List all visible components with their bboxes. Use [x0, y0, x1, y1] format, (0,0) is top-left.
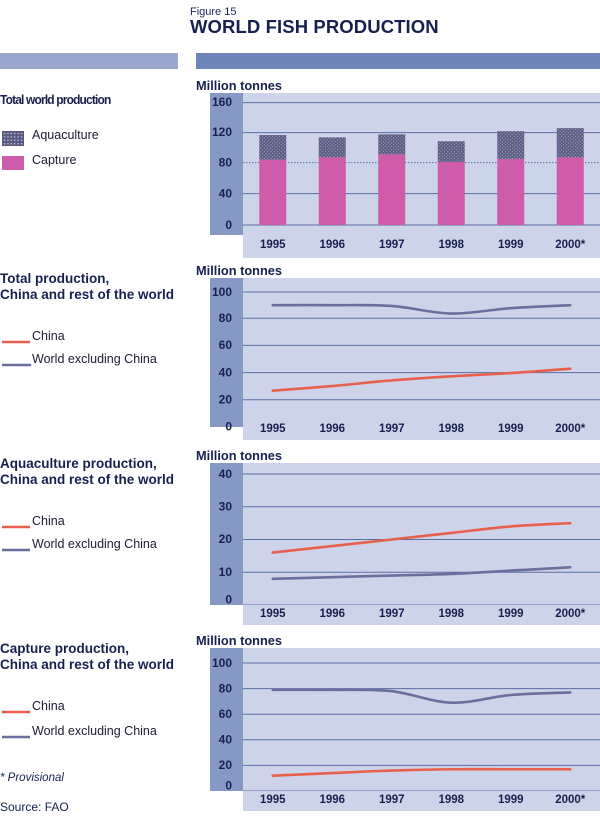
svg-text:30: 30: [219, 500, 233, 514]
svg-text:80: 80: [219, 311, 233, 325]
svg-text:2000*: 2000*: [555, 239, 586, 251]
svg-text:1997: 1997: [379, 423, 405, 435]
svg-text:20: 20: [219, 393, 233, 407]
svg-text:1998: 1998: [438, 794, 464, 806]
svg-text:1997: 1997: [379, 794, 405, 806]
svg-text:160: 160: [212, 95, 232, 109]
svg-text:20: 20: [219, 532, 233, 546]
svg-text:1995: 1995: [260, 423, 286, 435]
svg-text:1995: 1995: [260, 239, 286, 251]
svg-text:120: 120: [212, 125, 232, 139]
svg-text:40: 40: [219, 187, 233, 201]
svg-text:1999: 1999: [498, 423, 524, 435]
svg-text:1995: 1995: [260, 608, 286, 620]
svg-text:10: 10: [219, 565, 233, 579]
svg-text:0: 0: [225, 779, 232, 792]
svg-text:100: 100: [212, 656, 232, 670]
svg-text:60: 60: [219, 338, 233, 352]
svg-text:60: 60: [219, 707, 233, 721]
svg-text:40: 40: [219, 467, 233, 481]
svg-text:1997: 1997: [379, 239, 405, 251]
svg-text:2000*: 2000*: [555, 794, 586, 806]
svg-text:2000*: 2000*: [555, 608, 586, 620]
svg-text:100: 100: [212, 285, 232, 299]
svg-text:1998: 1998: [438, 239, 464, 251]
svg-text:1997: 1997: [379, 608, 405, 620]
svg-text:1999: 1999: [498, 239, 524, 251]
svg-text:2000*: 2000*: [555, 423, 586, 435]
svg-text:1996: 1996: [319, 608, 345, 620]
svg-text:1996: 1996: [319, 239, 345, 251]
svg-text:1996: 1996: [319, 794, 345, 806]
svg-text:80: 80: [219, 156, 233, 170]
svg-text:0: 0: [225, 420, 232, 434]
svg-text:40: 40: [219, 366, 233, 380]
svg-text:40: 40: [219, 733, 233, 747]
svg-text:20: 20: [219, 758, 233, 772]
svg-text:0: 0: [225, 218, 232, 232]
svg-text:1995: 1995: [260, 794, 286, 806]
svg-text:0: 0: [225, 593, 232, 606]
svg-text:80: 80: [219, 682, 233, 696]
svg-text:1996: 1996: [319, 423, 345, 435]
svg-text:1998: 1998: [438, 423, 464, 435]
svg-text:1999: 1999: [498, 794, 524, 806]
svg-text:1999: 1999: [498, 608, 524, 620]
svg-text:1998: 1998: [438, 608, 464, 620]
